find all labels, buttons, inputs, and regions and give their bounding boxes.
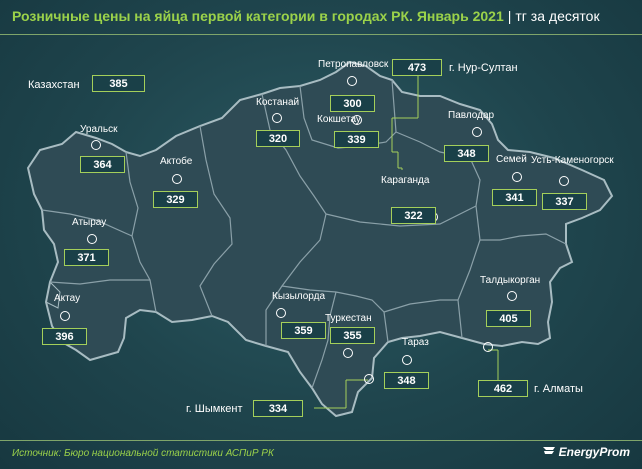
turkestan-value: 355 bbox=[330, 327, 375, 344]
taraz-marker bbox=[402, 355, 412, 365]
kokshetau-value: 339 bbox=[334, 131, 379, 148]
kokshetau-marker bbox=[352, 115, 362, 125]
aktau-value: 396 bbox=[42, 328, 87, 345]
page-title: Розничные цены на яйца первой категории … bbox=[12, 8, 600, 24]
taldykorgan-label: Талдыкорган bbox=[480, 275, 541, 286]
taldykorgan-value: 405 bbox=[486, 310, 531, 327]
atyrau-marker bbox=[87, 234, 97, 244]
semey-value: 341 bbox=[492, 189, 537, 206]
title-text: Розничные цены на яйца первой категории … bbox=[12, 8, 504, 24]
ustkamenogorsk-label: Усть-Каменогорск bbox=[531, 155, 614, 166]
petropavlovsk-marker bbox=[347, 76, 357, 86]
ustkamenogorsk-marker bbox=[559, 176, 569, 186]
almaty-label: г. Алматы bbox=[534, 383, 583, 395]
petropavlovsk-label: Петропавловск bbox=[318, 59, 389, 70]
kostanay-label: Костанай bbox=[256, 97, 300, 108]
header-divider bbox=[0, 34, 642, 35]
aktau-label: Актау bbox=[54, 293, 81, 304]
aktau-marker bbox=[60, 311, 70, 321]
kokshetau-label: Кокшетау bbox=[317, 114, 361, 125]
uralsk-marker bbox=[91, 140, 101, 150]
kazakhstan-value: 385 bbox=[92, 75, 145, 92]
kyzylorda-value: 359 bbox=[281, 322, 326, 339]
almaty-value: 462 bbox=[478, 380, 528, 397]
pavlodar-label: Павлодар bbox=[448, 110, 495, 121]
shymkent-marker bbox=[364, 374, 374, 384]
footer-divider bbox=[0, 440, 642, 441]
title-unit: тг за десяток bbox=[515, 8, 600, 24]
taldykorgan-marker bbox=[507, 291, 517, 301]
nursultan-value: 473 bbox=[392, 59, 442, 76]
petropavlovsk-value: 300 bbox=[330, 95, 375, 112]
almaty-marker bbox=[483, 342, 493, 352]
caspian-coast bbox=[45, 281, 61, 309]
brand-name: EnergyProm bbox=[558, 445, 630, 459]
aktobe-marker bbox=[172, 174, 182, 184]
aktobe-value: 329 bbox=[153, 191, 198, 208]
karaganda-label: Караганда bbox=[381, 175, 430, 186]
kostanay-value: 320 bbox=[256, 130, 300, 147]
atyrau-label: Атырау bbox=[72, 217, 107, 228]
pavlodar-marker bbox=[472, 127, 482, 137]
pavlodar-value: 348 bbox=[444, 145, 489, 162]
kyzylorda-label: Кызылорда bbox=[272, 291, 326, 302]
shymkent-value: 334 bbox=[253, 400, 303, 417]
kostanay-marker bbox=[272, 113, 282, 123]
uralsk-label: Уральск bbox=[80, 124, 118, 135]
taraz-label: Тараз bbox=[402, 337, 429, 348]
energyprom-logo-icon bbox=[542, 447, 555, 454]
brand-logo: EnergyProm bbox=[542, 445, 630, 459]
semey-marker bbox=[512, 172, 522, 182]
shymkent-label: г. Шымкент bbox=[186, 403, 243, 415]
turkestan-marker bbox=[343, 348, 353, 358]
nursultan-label: г. Нур-Султан bbox=[449, 62, 518, 74]
turkestan-label: Туркестан bbox=[325, 313, 372, 324]
semey-label: Семей bbox=[496, 154, 527, 165]
source-note: Источник: Бюро национальной статистики А… bbox=[12, 448, 274, 459]
aktobe-label: Актобе bbox=[160, 156, 193, 167]
taraz-value: 348 bbox=[384, 372, 429, 389]
kyzylorda-marker bbox=[276, 308, 286, 318]
uralsk-value: 364 bbox=[80, 156, 125, 173]
ustkamenogorsk-value: 337 bbox=[542, 193, 587, 210]
atyrau-value: 371 bbox=[64, 249, 109, 266]
title-separator: | bbox=[507, 8, 512, 24]
kazakhstan-label: Казахстан bbox=[28, 79, 80, 91]
karaganda-value: 322 bbox=[391, 207, 436, 224]
